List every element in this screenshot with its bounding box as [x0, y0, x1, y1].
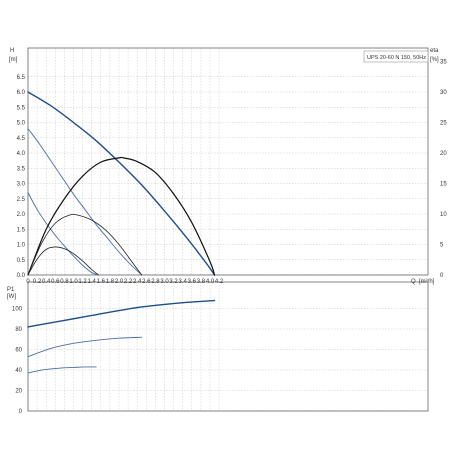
grid-layer: [27, 48, 428, 412]
h-tick-label: 0.5: [17, 258, 26, 264]
power-curve-1: [27, 336, 143, 358]
x-tick-label: 4.2: [215, 279, 224, 285]
x-tick-label: 2.6: [142, 279, 151, 285]
x-tick-label: 1.8: [106, 279, 115, 285]
p1-tick-label: 80: [15, 327, 22, 333]
efficiency-curve-4: [27, 214, 143, 276]
bottom-y-axis-label: P1: [7, 287, 15, 293]
series-layer: [27, 91, 216, 374]
right-y-axis-label: eta: [430, 48, 439, 54]
x-tick-label: 1.4: [88, 279, 97, 285]
x-tick-label: 3.8: [197, 279, 206, 285]
x-tick-label: 2.4: [133, 279, 142, 285]
bottom-plot-frame: [27, 281, 429, 412]
eta-tick-label: 35: [440, 60, 447, 66]
head-curve-1: [27, 128, 143, 276]
p1-tick-label: 100: [12, 307, 23, 313]
x-tick-label: 0.8: [60, 279, 69, 285]
frame-layer: [27, 47, 429, 412]
x-tick-label: 1.0: [69, 279, 78, 285]
x-tick-label: 3.0: [160, 279, 169, 285]
x-tick-label: 0.4: [42, 279, 51, 285]
efficiency-curve-3: [27, 156, 216, 276]
eta-tick-label: 30: [440, 90, 447, 96]
eta-tick-label: 15: [440, 182, 447, 188]
chart-title: UPS 20-60 N 150, 50Hz: [367, 55, 426, 61]
head-curve-0: [27, 91, 216, 276]
h-tick-label: 5.5: [17, 105, 26, 111]
efficiency-curve-5: [27, 246, 99, 276]
h-tick-label: 0.0: [17, 273, 26, 279]
p1-tick-label: 0: [19, 409, 23, 415]
bottom-y-axis-unit: [W]: [7, 294, 16, 300]
p1-tick-label: 20: [15, 389, 22, 395]
x-tick-label: 3.2: [169, 279, 178, 285]
h-tick-label: 4.0: [17, 151, 26, 157]
top-y-axis-label: H: [10, 48, 14, 54]
p1-tick-label: 60: [15, 348, 22, 354]
title-box: [363, 50, 429, 63]
h-tick-label: 1.5: [17, 227, 26, 233]
h-tick-label: 2.0: [17, 212, 26, 218]
eta-tick-label: 10: [440, 212, 447, 218]
power-curve-0: [27, 299, 216, 328]
h-tick-label: 6.5: [17, 75, 26, 81]
x-tick-label: 1.2: [78, 279, 87, 285]
h-tick-label: 5.0: [17, 121, 26, 127]
x-tick-label: 0.2: [33, 279, 42, 285]
x-tick-label: 0.6: [51, 279, 60, 285]
top-plot-frame: [27, 47, 429, 276]
h-tick-label: 6.0: [17, 90, 26, 96]
x-axis-unit: [m³/h]: [419, 279, 435, 285]
x-axis-label: Q: [411, 279, 416, 285]
eta-tick-label: 20: [440, 151, 447, 157]
power-curve-2: [27, 366, 97, 374]
eta-tick-label: 0: [440, 273, 444, 279]
right-y-axis-unit: [%]: [430, 57, 439, 63]
h-tick-label: 4.5: [17, 136, 26, 142]
h-tick-label: 1.0: [17, 243, 26, 249]
x-tick-label: 3.4: [179, 279, 188, 285]
x-tick-label: 2.0: [115, 279, 124, 285]
x-tick-label: 0: [26, 279, 30, 285]
x-tick-label: 4.0: [206, 279, 215, 285]
top-y-axis-unit: [m]: [9, 57, 18, 63]
x-tick-label: 2.2: [124, 279, 133, 285]
eta-tick-label: 25: [440, 121, 447, 127]
x-tick-label: 3.6: [188, 279, 197, 285]
text-layer: H [m] eta [%] Q [m³/h] P1 [W] 0 0.2 0.4 0.6…: [7, 48, 447, 415]
h-tick-label: 2.5: [17, 197, 26, 203]
h-tick-label: 3.0: [17, 182, 26, 188]
x-tick-label: 2.8: [151, 279, 160, 285]
head-curve-2: [27, 192, 99, 276]
p1-tick-label: 40: [15, 368, 22, 374]
eta-tick-label: 5: [440, 243, 444, 249]
h-tick-label: 3.5: [17, 166, 26, 172]
x-tick-label: 1.6: [97, 279, 106, 285]
